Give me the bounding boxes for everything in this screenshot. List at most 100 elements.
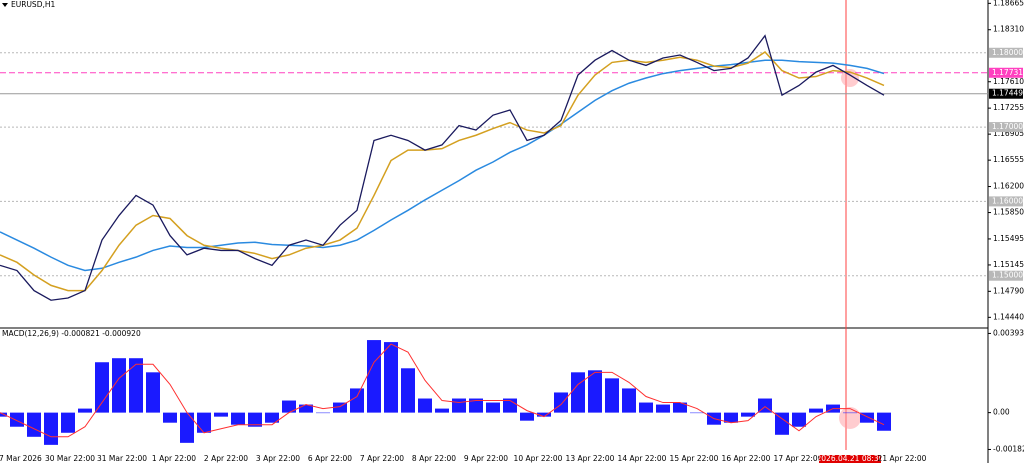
y-tick-label: 1.18310 (993, 25, 1024, 34)
histogram-bar (877, 412, 891, 431)
histogram-bar (163, 412, 177, 423)
price-line (0, 51, 885, 292)
x-tick-label: 17 Apr 22:00 (774, 454, 823, 463)
x-tick-label: 2026.04.21 08:30 (817, 454, 884, 463)
x-tick-label: 1 Apr 22:00 (152, 454, 196, 463)
histogram-bar (95, 362, 109, 413)
histogram-bar (775, 412, 789, 435)
y-tick-label: 1.16905 (993, 129, 1024, 138)
price-label: 1.15000 (992, 271, 1023, 280)
histogram-bar (214, 412, 228, 417)
histogram-bar (384, 342, 398, 413)
x-tick-label: 8 Apr 22:00 (412, 454, 456, 463)
cursor-highlight (839, 407, 861, 429)
price-label-box (989, 122, 1023, 133)
histogram-bar (639, 402, 653, 413)
histogram-bar (27, 412, 41, 437)
histogram-bar (792, 412, 806, 427)
histogram-bar (860, 412, 874, 423)
y-tick-label: 1.17255 (993, 103, 1024, 112)
histogram-bar (333, 402, 347, 413)
histogram-bar (418, 398, 432, 413)
histogram-bar (129, 358, 143, 413)
symbol-menu-icon[interactable] (2, 3, 8, 7)
x-tick-label: 7 Apr 22:00 (360, 454, 404, 463)
histogram-bar (452, 398, 466, 413)
price-label: 1.17000 (992, 122, 1023, 131)
histogram-bar (146, 372, 160, 413)
histogram-bar (316, 412, 330, 414)
histogram-bar (367, 340, 381, 413)
y-tick-label: 1.14440 (993, 312, 1024, 321)
x-tick-label: 21 Apr 22:00 (878, 454, 927, 463)
indicator-title: MACD(12,26,9) -0.000821 -0.000920 (2, 329, 141, 338)
x-tick-label: 31 Mar 22:00 (97, 454, 147, 463)
y-tick-label: -0.001828 (993, 444, 1024, 453)
histogram-bar (180, 412, 194, 443)
x-tick-label: 14 Apr 22:00 (618, 454, 667, 463)
x-tick-label: 2 Apr 22:00 (204, 454, 248, 463)
y-tick-label: 1.14790 (993, 286, 1024, 295)
price-label-box (989, 47, 1023, 58)
price-label: 1.18000 (992, 48, 1023, 57)
price-label: 1.17731 (992, 68, 1023, 77)
x-tick-label: 10 Apr 22:00 (514, 454, 563, 463)
cursor-time-box (819, 455, 881, 463)
histogram-bar (282, 400, 296, 413)
histogram-bar (401, 368, 415, 413)
y-tick-label: 0.00 (993, 408, 1010, 417)
y-tick-label: 1.15850 (993, 208, 1024, 217)
y-tick-label: 1.15495 (993, 234, 1024, 243)
histogram-bar (265, 412, 279, 423)
histogram-bar (435, 408, 449, 413)
y-tick-label: 0.00393 (993, 328, 1024, 337)
histogram-bar (724, 412, 738, 423)
price-label: 1.17449 (992, 89, 1023, 98)
x-tick-label: 15 Apr 22:00 (670, 454, 719, 463)
price-label-box (989, 196, 1023, 207)
histogram-bar (605, 378, 619, 413)
histogram-bar (588, 370, 602, 413)
price-label-box (989, 67, 1023, 78)
histogram-bar (622, 388, 636, 413)
histogram-bar (112, 358, 126, 413)
y-tick-label: 1.16200 (993, 182, 1024, 191)
histogram-bar (78, 408, 92, 413)
x-tick-label: 9 Apr 22:00 (464, 454, 508, 463)
signal-line (0, 343, 885, 438)
histogram-bar (61, 412, 75, 433)
histogram-bar (690, 412, 704, 414)
histogram-bar (843, 412, 857, 414)
x-tick-label: 27 Mar 2026 (0, 454, 42, 463)
histogram-bar (248, 412, 262, 427)
histogram-bar (673, 402, 687, 413)
price-line (0, 59, 885, 272)
x-tick-label: 3 Apr 22:00 (256, 454, 300, 463)
histogram-bar (231, 412, 245, 425)
histogram-bar (520, 412, 534, 421)
histogram-bar (554, 392, 568, 413)
y-tick-label: 1.15145 (993, 260, 1024, 269)
chart-title: EURUSD,H1 (11, 0, 55, 9)
y-tick-label: 1.18665 (993, 0, 1024, 7)
x-tick-label: 30 Mar 22:00 (45, 454, 95, 463)
y-tick-label: 1.16555 (993, 155, 1024, 164)
histogram-bar (656, 404, 670, 413)
histogram-bar (571, 372, 585, 413)
histogram-bar (44, 412, 58, 445)
x-tick-label: 6 Apr 22:00 (308, 454, 352, 463)
histogram-bar (537, 412, 551, 417)
price-line (0, 34, 885, 301)
x-tick-label: 16 Apr 22:00 (722, 454, 771, 463)
histogram-bar (10, 412, 24, 427)
price-label-box (989, 88, 1023, 99)
histogram-bar (299, 404, 313, 413)
price-label: 1.16000 (992, 196, 1023, 205)
price-label-box (989, 270, 1023, 281)
x-tick-label: 13 Apr 22:00 (566, 454, 615, 463)
histogram-bar (741, 412, 755, 417)
histogram-bar (197, 412, 211, 433)
histogram-bar (486, 402, 500, 413)
